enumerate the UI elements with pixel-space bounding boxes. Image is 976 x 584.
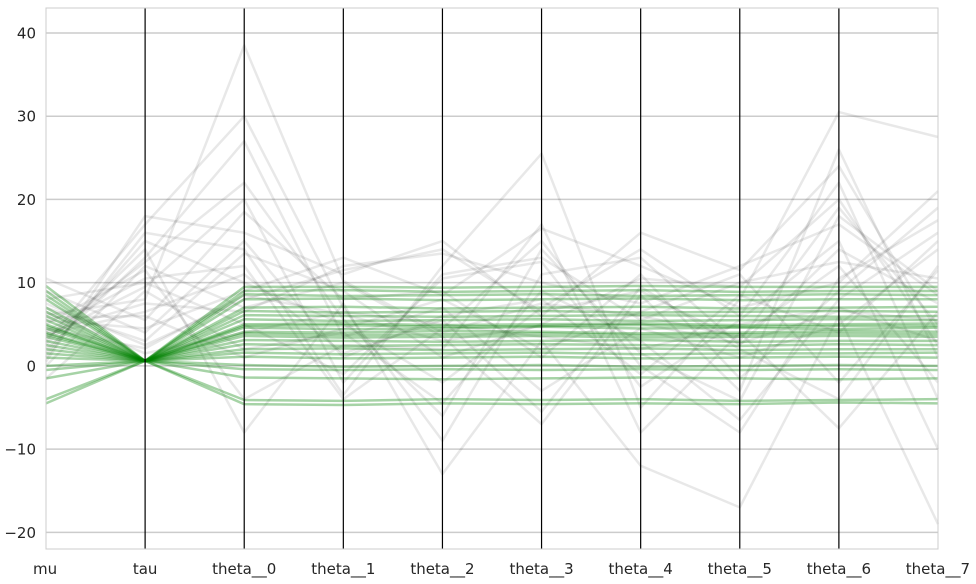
background-sample-line-8 (45, 239, 940, 450)
highlighted-sample-line-7 (45, 305, 939, 363)
y-tick-label-4: 20 (17, 191, 36, 209)
highlighted-sample-line-6 (45, 313, 939, 363)
highlighted-sample-line-23 (45, 293, 939, 363)
highlighted-sample-line-16 (45, 347, 938, 363)
highlighted-sample-line-17 (45, 318, 939, 363)
axis-name-label-tau: tau (133, 560, 158, 578)
y-tick-label-2: 0 (26, 357, 36, 375)
background-sample-line-23 (45, 206, 939, 347)
background-sample-line-10 (45, 198, 940, 359)
parallel-axes (144, 8, 840, 549)
background-sample-line-5 (45, 248, 940, 525)
y-tick-label-5: 30 (17, 108, 36, 126)
axis-name-label-theta__4: theta__4 (609, 560, 673, 579)
background-sample-line-0 (45, 293, 939, 350)
y-tick-label-3: 10 (17, 274, 36, 292)
axis-name-label-theta__5: theta__5 (708, 560, 772, 579)
background-sample-line-1 (45, 181, 939, 418)
axis-name-label-theta__1: theta__1 (311, 560, 375, 579)
highlighted-sample-line-3 (45, 334, 939, 363)
y-tick-label-0: −20 (4, 524, 36, 542)
background-sample-lines (44, 44, 940, 525)
background-sample-line-2 (45, 44, 939, 384)
highlighted-sample-line-12 (45, 359, 939, 372)
background-sample-line-14 (45, 206, 939, 380)
background-sample-line-16 (45, 306, 939, 355)
y-tick-label-1: −10 (4, 441, 36, 459)
highlighted-sample-lines (45, 284, 939, 407)
background-sample-line-6 (44, 164, 940, 363)
background-sample-line-7 (45, 265, 940, 413)
axis-name-labels: mu tau theta__0 theta__1 theta__2 theta__3 the… (33, 560, 970, 579)
background-sample-line-18 (45, 148, 940, 426)
background-sample-line-13 (45, 223, 939, 434)
background-sample-line-19 (45, 239, 939, 376)
background-sample-line-3 (45, 110, 939, 409)
highlighted-sample-line-11 (45, 359, 939, 368)
plot-background (46, 8, 938, 549)
highlighted-sample-line-1 (45, 329, 939, 363)
y-tick-label-6: 40 (17, 24, 36, 42)
background-sample-line-12 (45, 223, 939, 334)
highlighted-sample-line-9 (45, 288, 938, 363)
background-sample-line-4 (45, 190, 939, 330)
axis-name-label-theta__3: theta__3 (509, 560, 573, 579)
highlighted-sample-line-10 (45, 284, 938, 363)
background-sample-line-15 (45, 181, 940, 400)
highlighted-sample-line-8 (45, 297, 938, 363)
highlighted-sample-line-18 (45, 323, 938, 363)
highlighted-sample-line-22 (45, 309, 939, 363)
highlighted-sample-line-13 (45, 359, 939, 407)
axis-name-label-theta__6: theta__6 (807, 560, 871, 579)
axis-name-label-theta__0: theta__0 (212, 560, 276, 579)
background-sample-line-22 (45, 219, 939, 434)
background-sample-line-11 (45, 139, 939, 393)
plot-frame (45, 7, 939, 550)
highlighted-sample-line-21 (45, 359, 939, 381)
background-sample-line-20 (45, 114, 939, 443)
highlighted-sample-line-20 (45, 355, 939, 363)
axis-name-label-mu: mu (33, 560, 57, 578)
y-tick-labels: −20 −10 0 10 20 30 40 (4, 24, 36, 541)
highlighted-sample-line-5 (45, 351, 939, 363)
highlighted-sample-line-4 (45, 343, 939, 363)
axis-name-label-theta__7: theta__7 (906, 560, 970, 579)
highlighted-sample-line-14 (45, 359, 939, 403)
axis-name-label-theta__2: theta__2 (410, 560, 474, 579)
highlighted-sample-line-15 (45, 338, 938, 363)
grid-lines (46, 32, 938, 534)
highlighted-sample-line-19 (45, 332, 939, 363)
background-sample-line-21 (45, 269, 939, 384)
highlighted-sample-line-2 (45, 322, 939, 363)
highlighted-sample-line-0 (45, 325, 939, 363)
background-sample-line-9 (45, 231, 939, 422)
background-sample-line-17 (45, 198, 939, 384)
